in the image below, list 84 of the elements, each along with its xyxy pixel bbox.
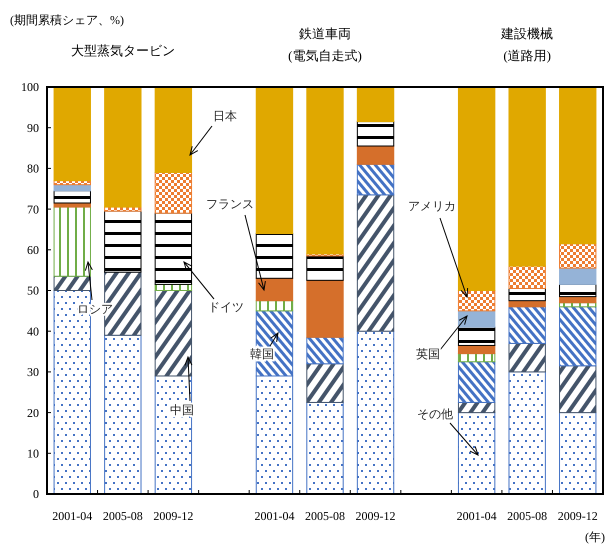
bar	[559, 306, 596, 366]
bar	[356, 330, 394, 494]
x-tick-label: 2001-04	[52, 509, 92, 523]
bar	[458, 290, 496, 312]
y-axis-title: (期間累積シェア、%)	[10, 13, 124, 27]
bar	[559, 302, 596, 308]
bar	[356, 146, 394, 165]
bar	[54, 276, 91, 291]
y-tick-label: 30	[27, 365, 39, 380]
bar	[306, 86, 344, 254]
bar	[356, 86, 394, 122]
bar	[508, 342, 546, 372]
x-tick-label: 2005-08	[305, 509, 345, 523]
series-label: ドイツ	[208, 300, 244, 314]
series-label: その他	[417, 407, 453, 421]
x-tick-label: 2009-12	[153, 509, 194, 523]
bar	[508, 266, 546, 289]
text: アメリカ	[408, 199, 456, 213]
y-tick-label: 60	[27, 243, 39, 257]
series-label: 日本	[213, 109, 237, 123]
bar	[306, 280, 344, 338]
y-tick-label: 100	[21, 80, 39, 94]
bar	[306, 402, 344, 494]
y-tick-label: 10	[27, 446, 39, 460]
y-tick-label: 70	[27, 202, 39, 216]
bar	[54, 206, 91, 277]
bar	[356, 121, 394, 147]
bar	[508, 288, 546, 302]
y-tick-label: 50	[27, 284, 39, 298]
bar	[458, 402, 496, 414]
y-tick-label: 80	[27, 162, 39, 176]
bar	[508, 86, 546, 267]
bar	[54, 86, 91, 182]
bar	[356, 164, 394, 196]
bar	[458, 326, 496, 346]
bar	[559, 365, 596, 414]
y-tick-label: 20	[27, 406, 39, 420]
bar	[356, 194, 394, 332]
bar	[104, 210, 142, 273]
bar	[256, 233, 294, 279]
x-tick-label: 2009-12	[558, 509, 598, 523]
bar	[256, 300, 294, 312]
bar	[559, 86, 596, 244]
x-tick-label: 2009-12	[356, 509, 396, 523]
x-tick-label: 2005-08	[507, 509, 548, 523]
y-tick-label: 40	[27, 324, 39, 338]
bar	[559, 284, 596, 298]
text: 建設機械 (道路用)	[500, 26, 554, 63]
x-axis-title: (年)	[585, 530, 605, 544]
bar	[306, 336, 344, 364]
bar	[154, 290, 192, 376]
text: 大型蒸気タービン	[70, 43, 175, 58]
bar	[458, 412, 496, 494]
x-tick-label: 2005-08	[102, 509, 143, 523]
text: 英国	[416, 347, 440, 361]
bar	[54, 190, 91, 204]
text: 鉄道車両 (電気自走式)	[288, 26, 362, 63]
bar	[306, 363, 344, 403]
bar	[104, 86, 142, 208]
bar	[154, 212, 192, 285]
bar	[154, 375, 192, 494]
bar	[256, 86, 294, 234]
bar	[104, 334, 142, 494]
bar	[256, 278, 294, 302]
bar	[559, 412, 596, 494]
bar	[458, 86, 496, 291]
bar	[458, 310, 496, 328]
bar	[559, 268, 596, 285]
x-tick-label: 2001-04	[254, 509, 294, 523]
bar	[104, 272, 142, 336]
bar	[154, 86, 192, 173]
bar	[508, 371, 546, 494]
bar	[54, 184, 91, 192]
bar	[508, 306, 546, 344]
text: フランス	[206, 197, 254, 211]
bar	[508, 300, 546, 308]
x-tick-label: 2001-04	[456, 509, 497, 523]
y-tick-label: 0	[33, 487, 39, 502]
y-tick-label: 90	[27, 120, 39, 135]
bar	[306, 255, 344, 281]
bar	[559, 243, 596, 269]
bar	[458, 361, 496, 403]
bar	[54, 290, 91, 494]
bar	[154, 172, 192, 214]
